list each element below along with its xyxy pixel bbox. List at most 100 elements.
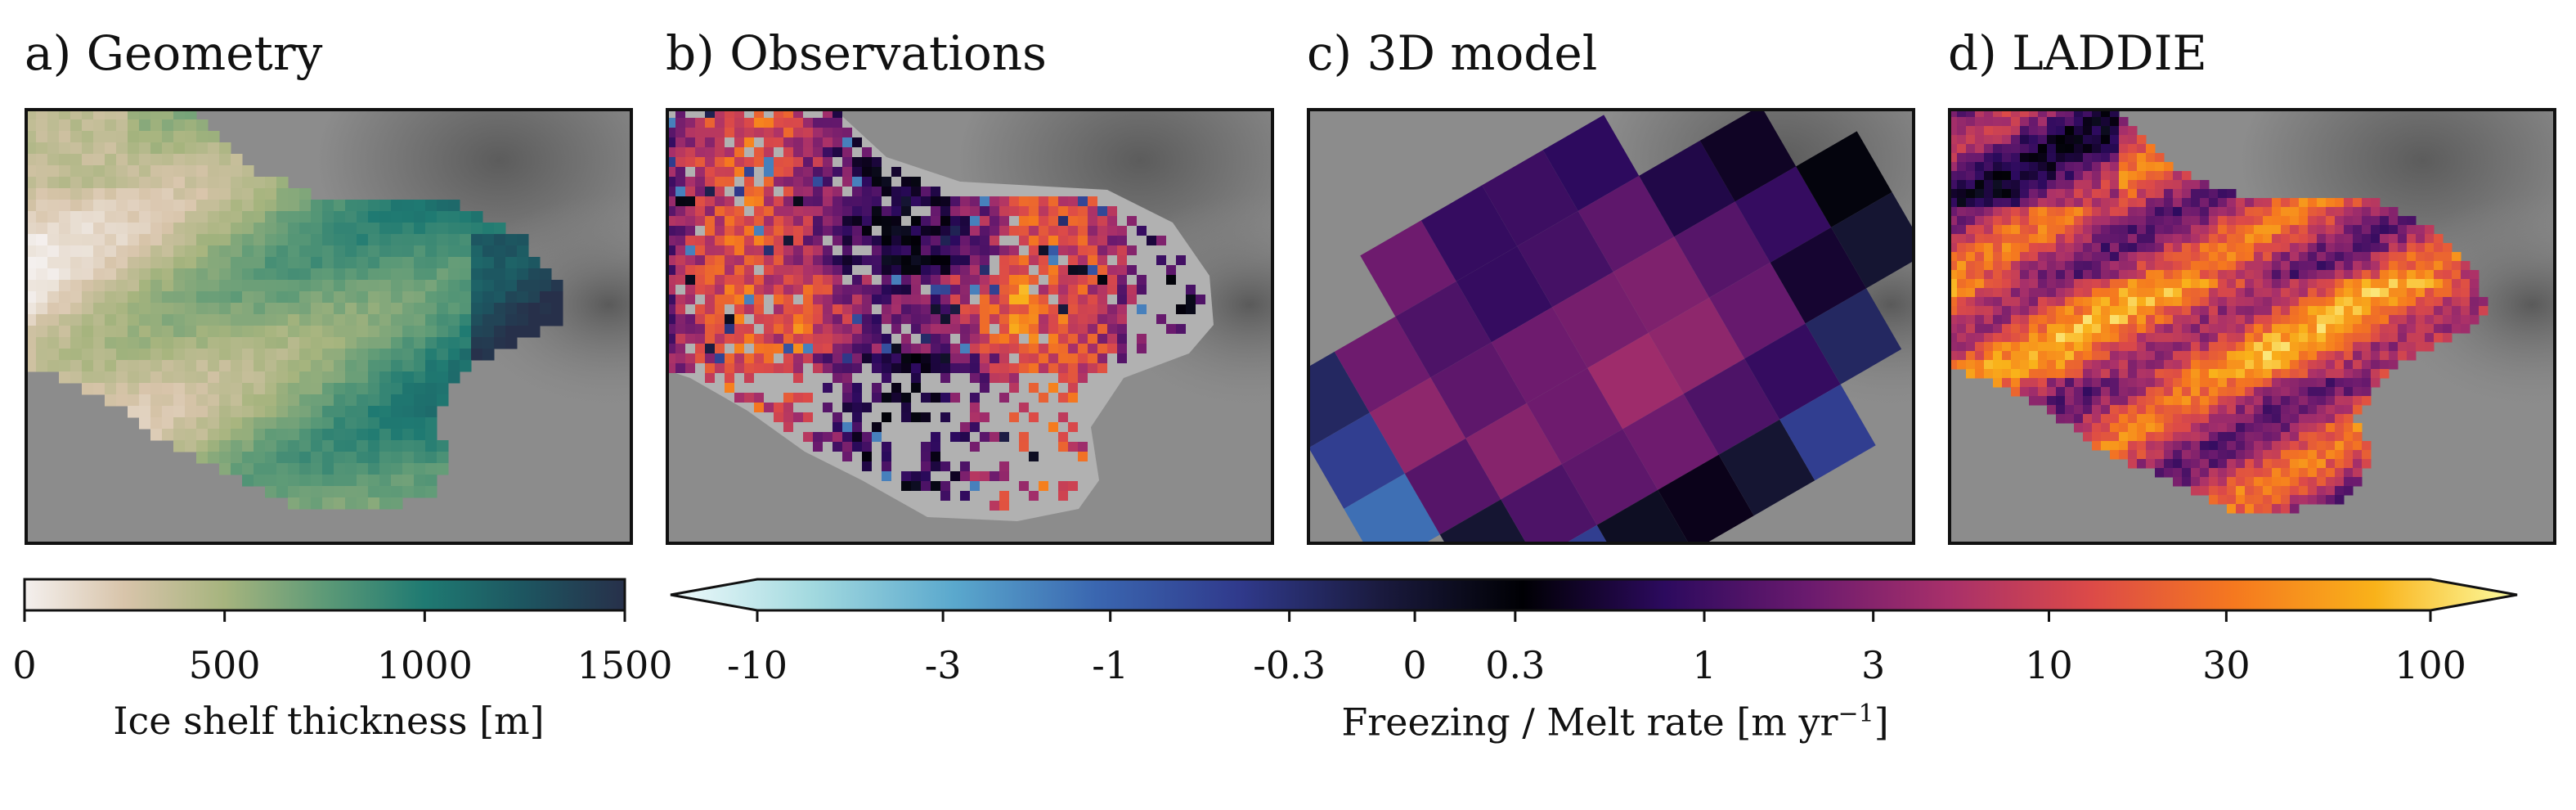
laddie-cell xyxy=(2011,315,2021,325)
observation-cell xyxy=(734,285,744,295)
thickness-cell xyxy=(231,177,243,189)
observation-cell xyxy=(1068,422,1078,432)
observation-cell xyxy=(793,216,803,226)
thickness-cell xyxy=(162,394,174,407)
observation-cell xyxy=(872,236,882,245)
laddie-cell xyxy=(2029,207,2039,217)
laddie-cell xyxy=(2326,414,2336,424)
observation-cell xyxy=(1088,216,1097,226)
observation-cell xyxy=(774,137,783,147)
laddie-cell xyxy=(2317,423,2327,433)
observation-cell xyxy=(921,275,931,285)
thickness-cell xyxy=(311,326,323,338)
laddie-cell xyxy=(2128,459,2138,469)
laddie-cell xyxy=(2236,495,2246,505)
laddie-cell xyxy=(2335,270,2345,280)
laddie-cell xyxy=(2074,396,2084,406)
observation-cell xyxy=(1058,206,1068,216)
thickness-cell xyxy=(82,108,94,120)
observation-cell xyxy=(1127,216,1137,226)
model-cell xyxy=(1735,166,1832,263)
laddie-cell xyxy=(2110,234,2120,244)
thickness-cell xyxy=(150,349,163,361)
thickness-cell xyxy=(150,360,163,372)
observation-cell xyxy=(803,147,813,157)
observation-cell xyxy=(675,118,685,128)
laddie-cell xyxy=(2101,423,2111,433)
observation-cell xyxy=(783,245,793,255)
thickness-cell xyxy=(299,337,312,349)
laddie-cell xyxy=(2038,342,2048,352)
observation-cell xyxy=(734,118,744,128)
laddie-cell xyxy=(2353,405,2363,415)
thickness-cell xyxy=(59,303,71,315)
laddie-cell xyxy=(2461,288,2471,298)
thickness-cell xyxy=(219,291,231,304)
observation-cell xyxy=(783,157,793,167)
observation-cell xyxy=(931,481,940,491)
observation-cell xyxy=(931,324,940,334)
laddie-cell xyxy=(2137,234,2147,244)
thickness-cell xyxy=(231,154,243,166)
laddie-cell xyxy=(2272,423,2282,433)
observation-cell xyxy=(882,373,891,383)
observation-cell xyxy=(793,353,803,363)
laddie-cell xyxy=(2371,360,2381,370)
observation-cell xyxy=(901,393,911,403)
laddie-cell xyxy=(2020,315,2030,325)
thickness-cell xyxy=(299,326,312,338)
laddie-cell xyxy=(2101,405,2111,415)
observation-cell xyxy=(842,226,852,236)
thickness-cell xyxy=(471,349,483,361)
observation-cell xyxy=(1019,363,1029,373)
laddie-cell xyxy=(2317,261,2327,271)
observation-cell xyxy=(1097,206,1107,216)
laddie-cell xyxy=(2227,198,2237,208)
laddie-cell xyxy=(2101,441,2111,451)
observation-cell xyxy=(1058,285,1068,295)
thickness-cell xyxy=(357,486,369,498)
thickness-cell xyxy=(322,303,334,315)
laddie-cell xyxy=(2263,333,2273,343)
thickness-cell xyxy=(82,371,94,384)
thickness-cell xyxy=(288,303,300,315)
observation-cell xyxy=(901,226,911,236)
laddie-cell xyxy=(2227,207,2237,217)
laddie-cell xyxy=(2218,279,2228,289)
laddie-cell xyxy=(2299,342,2309,352)
laddie-cell xyxy=(1957,153,1967,163)
observation-cell xyxy=(783,412,793,422)
thickness-cell xyxy=(70,223,83,235)
observation-cell xyxy=(1029,383,1039,393)
laddie-cell xyxy=(2344,234,2354,244)
observation-cell xyxy=(940,275,950,285)
thickness-cell xyxy=(402,406,415,418)
thickness-cell xyxy=(276,177,289,189)
laddie-cell xyxy=(2038,315,2048,325)
laddie-cell xyxy=(2137,279,2147,289)
thickness-cell xyxy=(139,417,151,430)
thickness-cell xyxy=(414,429,426,441)
thickness-cell xyxy=(162,371,174,384)
laddie-cell xyxy=(2362,207,2372,217)
thickness-cell xyxy=(334,234,346,246)
laddie-cell xyxy=(2317,216,2327,226)
laddie-cell xyxy=(1975,189,1985,199)
laddie-cell xyxy=(2407,252,2417,262)
laddie-cell xyxy=(2434,261,2444,271)
laddie-cell xyxy=(1984,198,1994,208)
observation-cell xyxy=(715,137,725,147)
panel-title-geometry: a) Geometry xyxy=(25,25,323,81)
thickness-cell xyxy=(231,440,243,452)
laddie-cell xyxy=(2416,270,2426,280)
thickness-cell xyxy=(276,257,289,269)
laddie-cell xyxy=(2137,378,2147,388)
thickness-cell xyxy=(265,475,277,487)
laddie-cell xyxy=(2200,252,2210,262)
observation-cell xyxy=(980,196,990,206)
observation-cell xyxy=(862,314,872,324)
laddie-cell xyxy=(2092,234,2102,244)
laddie-cell xyxy=(2146,243,2156,253)
thickness-cell xyxy=(231,417,243,430)
observation-cell xyxy=(744,236,754,245)
